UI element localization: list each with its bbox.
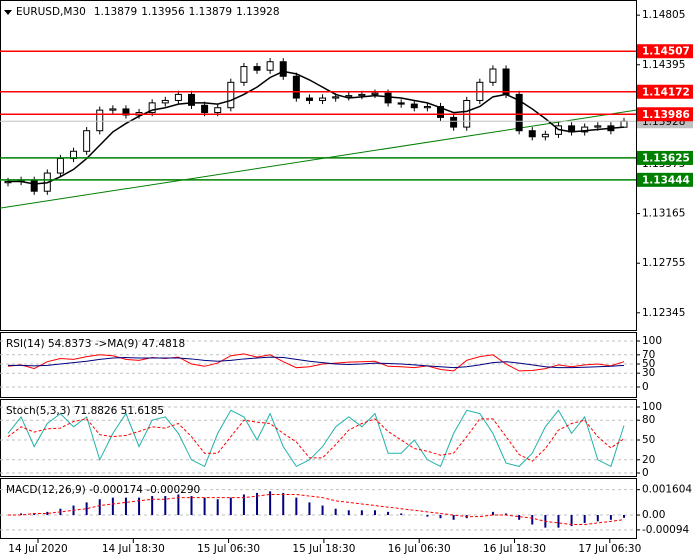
indicator-line: [8, 356, 625, 369]
indicator-line: [8, 493, 625, 526]
front-layer: 1.139281.145071.141721.139861.136251.134…: [0, 44, 693, 187]
y-tick-label: 1.13165: [642, 208, 685, 220]
candle-body: [83, 130, 91, 152]
candle-body: [214, 107, 222, 114]
level-label: 1.13986: [642, 109, 690, 121]
candle-body: [201, 104, 209, 114]
candle-body: [161, 99, 169, 104]
candle-body: [109, 108, 117, 111]
candle-body: [489, 68, 497, 83]
candle-body: [397, 102, 405, 105]
candle-body: [187, 93, 195, 106]
y-tick-label: 1.12755: [642, 257, 685, 269]
candle-body: [305, 97, 313, 101]
level-label-box: [637, 172, 693, 187]
trendline: [0, 109, 637, 209]
indicator-line: [7, 418, 625, 462]
price-panel-frame: [0, 0, 637, 331]
indicator-line: [7, 409, 625, 468]
candle-body: [515, 93, 523, 132]
candle-body: [384, 92, 392, 104]
level-label-box: [637, 150, 693, 165]
x-tick-label: 17 Jul 06:30: [578, 543, 641, 555]
indicator-y-tick-label: 100: [642, 335, 662, 347]
header-field: EURUSD,M30: [16, 6, 86, 18]
candle-body: [332, 96, 340, 99]
indicator-y-tick-label: 80: [642, 414, 655, 426]
indicator-y-tick-label: 50: [642, 434, 655, 446]
candle-body: [541, 133, 549, 138]
candle-body: [581, 126, 589, 133]
candle-body: [266, 61, 274, 71]
candle-body: [620, 120, 628, 128]
indicator-y-tick-label: 0: [642, 381, 649, 393]
candle-body: [345, 95, 353, 98]
y-tick-label: 1.12345: [642, 307, 685, 319]
header-field: 1.13879: [189, 6, 232, 18]
macd-panel-frame: [0, 478, 637, 539]
candle-body: [56, 158, 64, 174]
indicator-y-tick-label: 20: [642, 454, 655, 466]
candle-body: [292, 75, 300, 99]
candle-body: [96, 109, 104, 132]
x-tick-label: 14 Jul 18:30: [102, 543, 165, 555]
indicator-y-tick-label: 70: [642, 349, 655, 361]
candle-body: [174, 93, 182, 101]
candle-body: [253, 66, 261, 71]
indicator-title: RSI(14) 54.8373 ->MA(9) 47.4818: [6, 338, 185, 350]
candle-body: [279, 61, 287, 77]
header-field: 1.13879: [94, 6, 137, 18]
candle-body: [30, 179, 38, 192]
indicator-line: [7, 353, 625, 372]
header-field: 1.13928: [236, 6, 279, 18]
candle-body: [594, 125, 602, 128]
level-label: 1.13444: [642, 174, 690, 186]
candle-body: [319, 97, 327, 101]
level-label-box: [637, 44, 693, 59]
level-label: 1.14507: [642, 46, 690, 58]
candle-body: [502, 68, 510, 95]
candle-body: [528, 130, 536, 138]
level-label: 1.13625: [642, 152, 690, 164]
candle-body: [423, 106, 431, 109]
level-label: 1.14172: [642, 86, 690, 98]
rsi-panel-frame: [0, 332, 637, 398]
indicator-y-tick-label: 30: [642, 367, 655, 379]
header-field: 1.13956: [141, 6, 185, 18]
candle-body: [371, 92, 379, 95]
x-tick-label: 15 Jul 18:30: [292, 543, 355, 555]
candle-body: [240, 66, 248, 83]
indicator-y-tick-label: 0.00: [642, 509, 665, 521]
x-tick-label: 16 Jul 18:30: [483, 543, 546, 555]
moving-average: [8, 70, 625, 185]
x-tick-label: 14 Jul 2020: [8, 543, 67, 555]
indicator-y-tick-label: 100: [642, 401, 662, 413]
indicator-y-tick-label: 0.001604: [642, 484, 692, 496]
indicator-title: MACD(12,26,9) -0.000174 -0.000290: [6, 484, 200, 496]
chart-header: EURUSD,M30 1.13879 1.13956 1.13879 1.13928: [16, 6, 280, 18]
candle-body: [437, 106, 445, 118]
level-label-box: [637, 84, 693, 99]
candle-body: [358, 93, 366, 97]
x-tick-label: 15 Jul 06:30: [197, 543, 260, 555]
indicator-y-tick-label: 0: [642, 467, 649, 479]
level-label-box: [637, 107, 693, 122]
stoch-panel-frame: [0, 399, 637, 477]
indicator-y-tick-label: 50: [642, 358, 655, 370]
chart-layer: 1.123451.127551.131651.135751.139851.143…: [0, 6, 692, 555]
candle-body: [450, 116, 458, 128]
indicator-title: Stoch(5,3,3) 71.8826 51.6185: [6, 405, 164, 417]
symbol-arrow: [4, 10, 12, 15]
candle-body: [227, 81, 235, 109]
x-tick-label: 16 Jul 06:30: [388, 543, 451, 555]
candle-body: [410, 103, 418, 109]
indicator-y-tick-label: -0.00094: [642, 524, 690, 536]
candle-body: [148, 102, 156, 114]
y-tick-label: 1.14805: [642, 9, 685, 21]
y-tick-label: 1.14395: [642, 59, 685, 71]
